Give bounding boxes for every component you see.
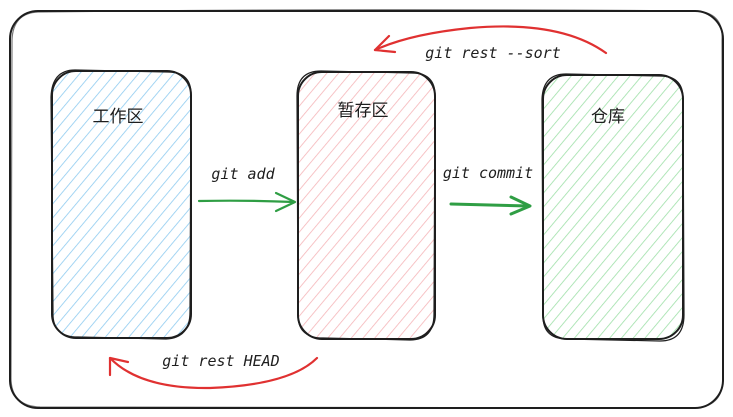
workspace-area: 工作区 xyxy=(50,69,192,340)
repository-box-sketch xyxy=(541,73,685,342)
repository-label: 仓库 xyxy=(591,107,625,127)
git-reset-head-label: git rest HEAD xyxy=(162,352,279,370)
git-commit-arrow: git commit xyxy=(443,164,533,216)
git-reset-head-arrow-curve xyxy=(108,356,319,390)
git-reset-soft-arrow: git rest --sort xyxy=(373,25,608,62)
git-reset-head-arrowhead xyxy=(108,356,130,377)
git-add-arrowhead xyxy=(274,191,297,213)
git-commit-label: git commit xyxy=(443,164,533,182)
git-add-label: git add xyxy=(211,165,275,183)
git-commit-arrow-line xyxy=(449,202,531,208)
outer-frame-sketch xyxy=(10,9,724,409)
workspace-label: 工作区 xyxy=(93,107,144,127)
staging-box-sketch xyxy=(296,70,436,341)
workspace-box-sketch xyxy=(50,69,192,340)
staging-label: 暂存区 xyxy=(338,101,389,121)
git-reset-soft-label: git rest --sort xyxy=(425,44,560,62)
git-commit-arrowhead xyxy=(509,195,532,216)
git-reset-soft-arrowhead xyxy=(373,34,397,54)
git-add-arrow: git add xyxy=(197,165,297,213)
git-reset-soft-arrow-curve xyxy=(373,25,608,55)
staging-area: 暂存区 xyxy=(296,70,436,341)
repository-area: 仓库 xyxy=(541,73,685,342)
git-reset-head-arrow: git rest HEAD xyxy=(108,352,319,390)
git-add-arrow-line xyxy=(197,199,296,204)
